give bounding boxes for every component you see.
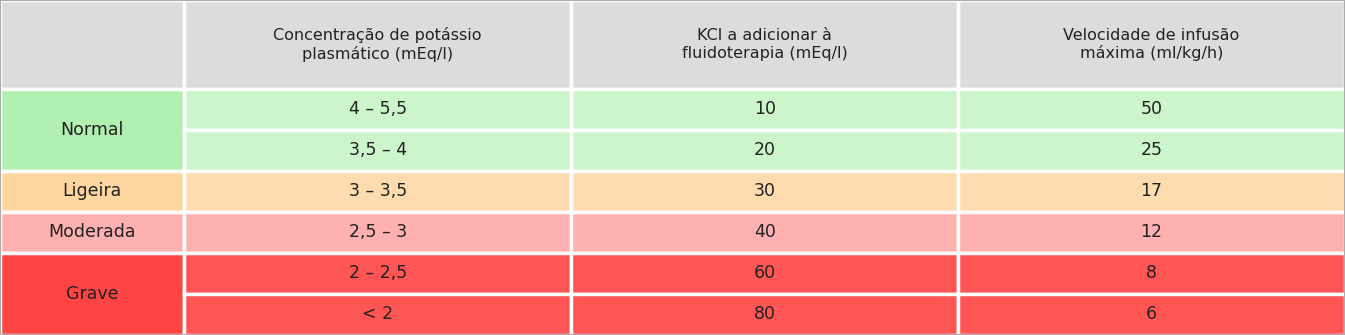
Text: 2,5 – 3: 2,5 – 3 (348, 223, 406, 242)
Bar (958, 294, 1345, 335)
Bar (958, 89, 1345, 130)
Text: 10: 10 (753, 100, 776, 118)
Text: KCl a adicionar à
fluidoterapia (mEq/l): KCl a adicionar à fluidoterapia (mEq/l) (682, 28, 847, 61)
Bar (572, 294, 958, 335)
Bar (958, 171, 1345, 212)
Text: 25: 25 (1141, 141, 1162, 159)
Bar (958, 212, 1345, 253)
Text: 40: 40 (753, 223, 776, 242)
Text: Ligeira: Ligeira (62, 182, 122, 200)
Text: Normal: Normal (61, 121, 124, 139)
Bar (0, 89, 184, 171)
Bar (184, 253, 572, 294)
Text: 3 – 3,5: 3 – 3,5 (348, 182, 406, 200)
Bar (958, 0, 1345, 89)
Text: 3,5 – 4: 3,5 – 4 (348, 141, 406, 159)
Text: 20: 20 (753, 141, 776, 159)
Text: 30: 30 (753, 182, 776, 200)
Bar (958, 130, 1345, 171)
Bar (572, 89, 958, 130)
Bar (572, 0, 958, 89)
Text: Velocidade de infusão
máxima (ml/kg/h): Velocidade de infusão máxima (ml/kg/h) (1064, 27, 1240, 61)
Bar (572, 171, 958, 212)
Text: Moderada: Moderada (48, 223, 136, 242)
Bar (184, 171, 572, 212)
Bar (572, 212, 958, 253)
Bar (0, 253, 184, 335)
Bar (184, 0, 572, 89)
Text: 12: 12 (1141, 223, 1162, 242)
Text: < 2: < 2 (362, 306, 393, 324)
Text: 4 – 5,5: 4 – 5,5 (348, 100, 406, 118)
Bar (572, 130, 958, 171)
Bar (958, 253, 1345, 294)
Text: Concentração de potássio
plasmático (mEq/l): Concentração de potássio plasmático (mEq… (273, 27, 482, 62)
Text: 60: 60 (753, 264, 776, 282)
Bar (0, 171, 184, 212)
Bar (184, 294, 572, 335)
Bar (572, 253, 958, 294)
Text: 80: 80 (753, 306, 776, 324)
Text: 8: 8 (1146, 264, 1157, 282)
Bar (0, 212, 184, 253)
Bar (184, 89, 572, 130)
Bar (184, 212, 572, 253)
Text: 17: 17 (1141, 182, 1162, 200)
Bar (184, 130, 572, 171)
Text: Grave: Grave (66, 285, 118, 303)
Text: 50: 50 (1141, 100, 1162, 118)
Text: 6: 6 (1146, 306, 1157, 324)
Bar (0, 0, 184, 89)
Text: 2 – 2,5: 2 – 2,5 (348, 264, 406, 282)
